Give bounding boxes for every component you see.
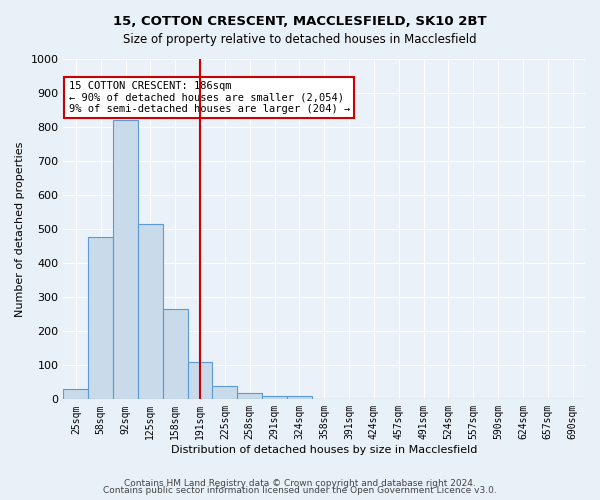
Text: Contains HM Land Registry data © Crown copyright and database right 2024.: Contains HM Land Registry data © Crown c…	[124, 478, 476, 488]
Text: Size of property relative to detached houses in Macclesfield: Size of property relative to detached ho…	[123, 32, 477, 46]
Y-axis label: Number of detached properties: Number of detached properties	[15, 142, 25, 317]
Bar	[262, 396, 287, 400]
Bar	[212, 386, 237, 400]
Bar	[287, 396, 312, 400]
Text: 15, COTTON CRESCENT, MACCLESFIELD, SK10 2BT: 15, COTTON CRESCENT, MACCLESFIELD, SK10 …	[113, 15, 487, 28]
X-axis label: Distribution of detached houses by size in Macclesfield: Distribution of detached houses by size …	[171, 445, 478, 455]
Bar	[64, 389, 88, 400]
Text: Contains public sector information licensed under the Open Government Licence v3: Contains public sector information licen…	[103, 486, 497, 495]
Bar	[163, 309, 188, 400]
Bar	[88, 236, 113, 400]
Bar	[188, 362, 212, 400]
Bar	[237, 392, 262, 400]
Bar	[113, 120, 138, 400]
Text: 15 COTTON CRESCENT: 186sqm
← 90% of detached houses are smaller (2,054)
9% of se: 15 COTTON CRESCENT: 186sqm ← 90% of deta…	[68, 81, 350, 114]
Bar	[138, 224, 163, 400]
